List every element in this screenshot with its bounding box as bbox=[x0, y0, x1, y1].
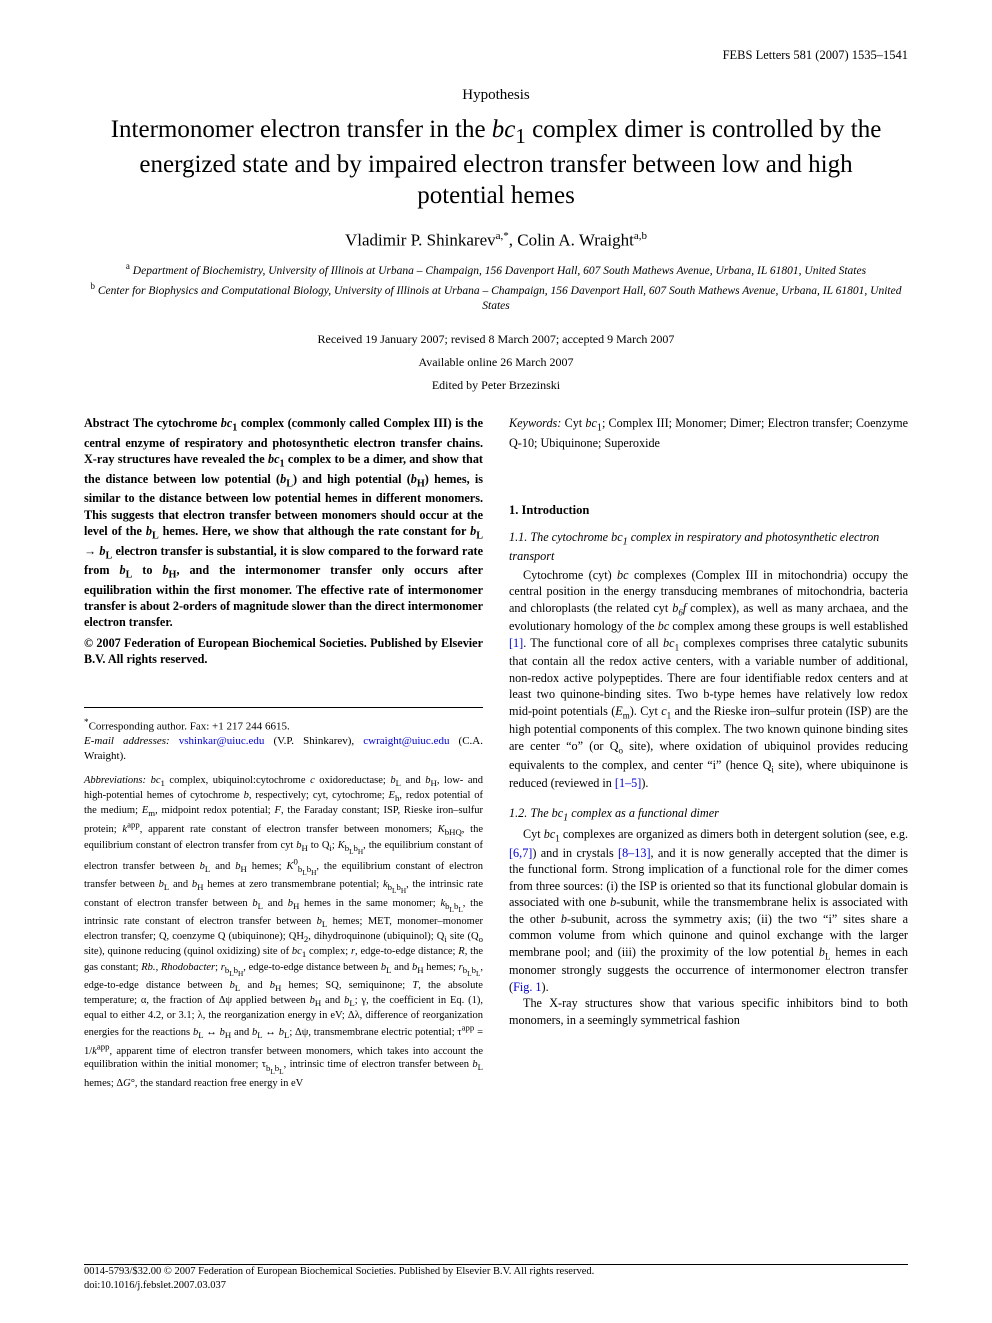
section-1-heading: 1. Introduction bbox=[509, 503, 908, 518]
email-label: E-mail addresses: bbox=[84, 735, 170, 747]
footnote-rule bbox=[84, 707, 483, 708]
affil-a: a Department of Biochemistry, University… bbox=[84, 260, 908, 279]
para-1-1: Cytochrome (cyt) bc complexes (Complex I… bbox=[509, 567, 908, 792]
page-footer: 0014-5793/$32.00 © 2007 Federation of Eu… bbox=[84, 1265, 908, 1293]
email-who-1: (V.P. Shinkarev), bbox=[273, 735, 354, 747]
affil-a-text: Department of Biochemistry, University o… bbox=[133, 265, 866, 277]
email-link-2[interactable]: cwraight@uiuc.edu bbox=[363, 735, 449, 747]
author-1-affil: a,* bbox=[496, 230, 509, 242]
keywords: Keywords: Cyt bc1; Complex III; Monomer;… bbox=[509, 415, 908, 452]
subsection-1-1-heading: 1.1. The cytochrome bc1 complex in respi… bbox=[509, 530, 908, 565]
abstract-label: Abstract bbox=[84, 416, 129, 430]
abstract-text: The cytochrome bc1 complex (commonly cal… bbox=[84, 416, 483, 630]
corresponding-author: *Corresponding author. Fax: +1 217 244 6… bbox=[84, 716, 483, 764]
affil-b: b Center for Biophysics and Computationa… bbox=[84, 280, 908, 315]
edited-line: Edited by Peter Brzezinski bbox=[84, 374, 908, 397]
abbrev-body: bc1 complex, ubiquinol:cytochrome c oxid… bbox=[84, 775, 483, 1089]
online-line: Available online 26 March 2007 bbox=[84, 351, 908, 374]
running-head: FEBS Letters 581 (2007) 1535–1541 bbox=[84, 48, 908, 63]
title-part-pre: Intermonomer electron transfer in the bbox=[111, 116, 492, 143]
authors: Vladimir P. Shinkareva,*, Colin A. Wraig… bbox=[84, 230, 908, 251]
received-line: Received 19 January 2007; revised 8 Marc… bbox=[84, 328, 908, 351]
title-sub-1: 1 bbox=[515, 124, 525, 148]
abbrev-label: Abbreviations: bbox=[84, 775, 146, 786]
title-ital-bc: bc bbox=[492, 116, 516, 143]
right-column: Keywords: Cyt bc1; Complex III; Monomer;… bbox=[509, 415, 908, 1090]
para-1-2a: Cyt bc1 complexes are organized as dimer… bbox=[509, 826, 908, 995]
affil-b-text: Center for Biophysics and Computational … bbox=[98, 284, 902, 312]
author-2-affil: a,b bbox=[634, 230, 647, 242]
footer-copyright: 0014-5793/$32.00 © 2007 Federation of Eu… bbox=[84, 1265, 908, 1279]
email-link-1[interactable]: vshinkar@uiuc.edu bbox=[179, 735, 265, 747]
article-title: Intermonomer electron transfer in the bc… bbox=[94, 114, 898, 212]
history-dates: Received 19 January 2007; revised 8 Marc… bbox=[84, 328, 908, 396]
keywords-label: Keywords: bbox=[509, 416, 561, 430]
author-2: , Colin A. Wraight bbox=[509, 230, 634, 249]
keywords-body: Cyt bc1; Complex III; Monomer; Dimer; El… bbox=[509, 416, 908, 450]
two-column-body: Abstract The cytochrome bc1 complex (com… bbox=[84, 415, 908, 1090]
para-1-2b: The X-ray structures show that various s… bbox=[509, 995, 908, 1028]
abstract: Abstract The cytochrome bc1 complex (com… bbox=[84, 415, 483, 631]
abstract-copyright: © 2007 Federation of European Biochemica… bbox=[84, 635, 483, 667]
left-column: Abstract The cytochrome bc1 complex (com… bbox=[84, 415, 483, 1090]
affiliations: a Department of Biochemistry, University… bbox=[84, 260, 908, 314]
footer-doi: doi:10.1016/j.febslet.2007.03.037 bbox=[84, 1279, 908, 1293]
abbreviations: Abbreviations: bc1 complex, ubiquinol:cy… bbox=[84, 774, 483, 1090]
article-type: Hypothesis bbox=[84, 87, 908, 104]
author-1: Vladimir P. Shinkarev bbox=[345, 230, 496, 249]
subsection-1-2-heading: 1.2. The bc1 complex as a functional dim… bbox=[509, 806, 908, 825]
corresp-text: Corresponding author. Fax: +1 217 244 66… bbox=[89, 720, 290, 732]
